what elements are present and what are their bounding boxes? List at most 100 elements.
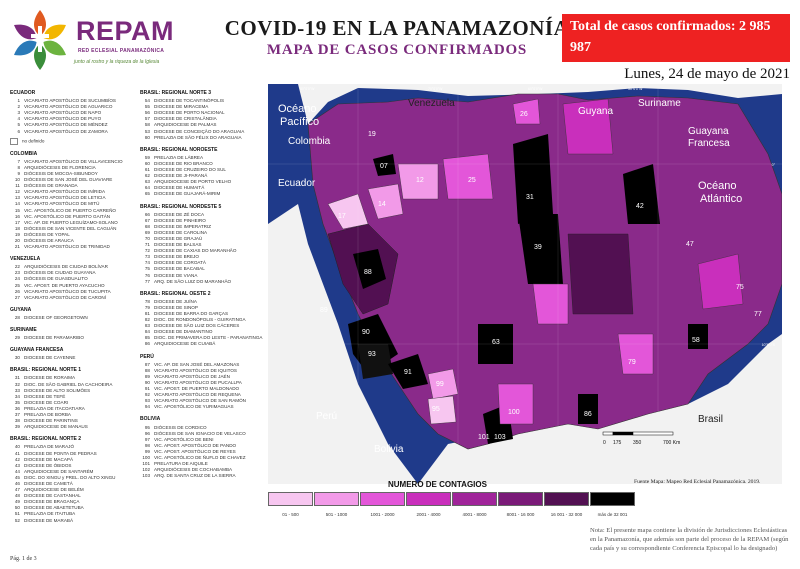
region-number-label: 93 bbox=[368, 351, 376, 358]
item-label: DIOCESE DE IMPERATRIZ bbox=[154, 223, 212, 229]
item-label: VICARIATO APOSTÓLICO DE ZAMORA bbox=[24, 128, 108, 134]
item-number: 21 bbox=[14, 244, 20, 250]
item-number: 103 bbox=[142, 473, 150, 479]
item-label: DIOCESE DE CAMETÁ bbox=[24, 480, 73, 486]
district-dark-center bbox=[567, 233, 634, 315]
item-label: DIOCESE DE ALTO SOLIMÕES bbox=[24, 387, 91, 393]
list-item: 90 VICARIATO APOSTÓLICO DE PUCALLPA bbox=[140, 380, 262, 386]
list-item: 86 ARQUIDIOCESE DE CUIABÁ bbox=[140, 341, 262, 347]
district-light-east bbox=[532, 283, 569, 325]
list-item: 7 VICARIATO APOSTÓLICO DE VILLAVICENCIO bbox=[10, 159, 135, 165]
legend-label: 501 - 1000 bbox=[325, 512, 348, 517]
item-number: 15 bbox=[14, 207, 20, 213]
scale-label: 350 bbox=[633, 440, 642, 446]
item-label: DIOCESE DE CRUZEIRO DO SUL bbox=[154, 167, 226, 173]
item-label: DIÓCESIS DE YOPAL bbox=[24, 231, 70, 237]
list-item: 94 VIC. APOSTÓLICO DE YURIMAGUAS bbox=[140, 404, 262, 410]
list-item: 36 PRELAZIA DE ITACOATIARA bbox=[10, 406, 135, 412]
item-number: 63 bbox=[144, 179, 150, 185]
item-label: PRELAZIA DE BORBA bbox=[24, 412, 71, 418]
list-item: 37 PRELAZIA DE BORBA bbox=[10, 412, 135, 418]
list-item: 5 VICARIATO APOSTÓLICO DE MÉNDEZ bbox=[10, 122, 135, 128]
item-label: DIOCESE DE MACAPÁ bbox=[24, 456, 74, 462]
item-label: VIC. APOST. DE PUERTO MALDONADO bbox=[154, 386, 240, 392]
item-number: 49 bbox=[14, 499, 20, 505]
item-number: 6 bbox=[17, 128, 20, 134]
item-number: 60 bbox=[144, 160, 150, 166]
region-number-label: 77 bbox=[754, 311, 762, 318]
item-number: 45 bbox=[14, 474, 20, 480]
item-label: DIOCESE DE GUAJARÁ-MIRIM bbox=[154, 191, 221, 197]
list-item: 45 DIOC. DO XINGU y PREL. DO ALTO XINGU bbox=[10, 475, 135, 481]
item-number: 78 bbox=[144, 298, 150, 304]
item-number: 79 bbox=[144, 304, 150, 310]
brand-name: REPAM bbox=[76, 16, 175, 46]
item-number: 73 bbox=[144, 254, 150, 260]
item-label: DIOCESE DE PINHEIRO bbox=[154, 217, 206, 223]
map-source: Fuente Mapa: Mapeo Red Eclesial Panamazó… bbox=[634, 479, 761, 485]
list-item: 18 DIÓCESIS DE SAN VICENTE DEL CAGUÁN bbox=[10, 226, 135, 232]
country-label: Suriname bbox=[638, 98, 681, 109]
list-item: 103 ARQ. DE SANTA CRUZ DE LA SIERRA bbox=[140, 473, 262, 479]
item-number: 14 bbox=[14, 201, 20, 207]
item-label: DIOCESE DE ABAETETUBA bbox=[24, 505, 84, 511]
graticule bbox=[268, 84, 782, 484]
region-number-label: 90 bbox=[362, 329, 370, 336]
item-label: PRELAZIA DE SÃO FÉLIX DO ARAGUAIA bbox=[154, 134, 242, 140]
legend-swatch bbox=[406, 492, 451, 506]
list-item: 68 DIOCESE DE IMPERATRIZ bbox=[140, 224, 262, 230]
section-header: VENEZUELA bbox=[10, 256, 41, 263]
item-number: 16 bbox=[14, 213, 20, 219]
graticule-label: 10°0'0"S bbox=[762, 343, 776, 347]
item-number: 37 bbox=[14, 412, 20, 418]
list-item: 4 VICARIATO APOSTÓLICO DE PUYO bbox=[10, 116, 135, 122]
item-number: 57 bbox=[144, 116, 150, 122]
item-number: 55 bbox=[144, 104, 150, 110]
item-label: PRELAZIA DE ITAITUBA bbox=[24, 511, 76, 517]
item-label: ARQ. DE SÃO LUIZ DO MARANHÃO bbox=[154, 278, 232, 284]
list-item: 95 DIÓCESIS DE CORDICO bbox=[140, 425, 262, 431]
item-number: 71 bbox=[144, 242, 150, 248]
item-number: 4 bbox=[17, 116, 20, 122]
list-item: 48 DIOCESE DE CASTANHAL bbox=[10, 493, 135, 499]
region-number-label: 91 bbox=[404, 369, 412, 376]
list-item: 101 PRELATURA DE AIQUILE bbox=[140, 461, 262, 467]
list-item: 41 DIOCESE DE PONTA DE PEDRAS bbox=[10, 451, 135, 457]
list-item: 24 DIÓCESIS DE GUASDUALITO bbox=[10, 276, 135, 282]
list-item: 74 DIOCESE DE COROATÁ bbox=[140, 260, 262, 266]
scale-segment bbox=[632, 431, 674, 436]
list-item: 56 DIOCESE DE PORTO NACIONAL bbox=[140, 110, 262, 116]
legend-title: NUMERO DE CONTAGIOS bbox=[388, 480, 487, 489]
district-light-se bbox=[617, 333, 654, 375]
item-label: DIÓCESIS DE ARAUCA bbox=[24, 237, 74, 243]
item-label: DIOCESE DE ÓBIDOS bbox=[24, 462, 72, 468]
item-label: VICARIATO APOSTÓLICO DE NAPO bbox=[24, 110, 102, 116]
item-number: 25 bbox=[14, 282, 20, 288]
item-label: DIOCESE DE ZÉ DOCA bbox=[154, 211, 205, 217]
item-number: 17 bbox=[14, 219, 20, 225]
district-black-07 bbox=[373, 154, 396, 176]
item-label: DIOCESE DE SÃO LUIZ DOS CÁCERES bbox=[154, 323, 240, 329]
section-header: BRASIL: REGIONAL NORDESTE 5 bbox=[140, 203, 222, 210]
item-number: 95 bbox=[144, 424, 150, 430]
scale-label: 175 bbox=[613, 440, 622, 446]
section-header: BRASIL: REGIONAL NOROESTE bbox=[140, 146, 218, 153]
legend-bin: 01 - 500 bbox=[268, 492, 313, 517]
list-item: 19 DIÓCESIS DE YOPAL bbox=[10, 232, 135, 238]
item-number: 93 bbox=[144, 398, 150, 404]
item-label: DIOCESE DE CAROLINA bbox=[154, 229, 208, 235]
region-number-label: 88 bbox=[364, 269, 372, 276]
item-number: 9 bbox=[17, 170, 20, 176]
list-item: 43 DIOCESE DE ÓBIDOS bbox=[10, 463, 135, 469]
item-label: PRELATURA DE AIQUILE bbox=[154, 461, 208, 467]
item-label: DIÓCESIS DE GUASDUALITO bbox=[24, 276, 88, 282]
legend: NUMERO DE CONTAGIOS 01 - 500 501 - 1000 10… bbox=[268, 480, 635, 520]
list-item: 72 DIOCESE DE CAXIAS DO MARANHÃO bbox=[140, 248, 262, 254]
list-item: 34 DIOCESE DE TEFÉ bbox=[10, 394, 135, 400]
item-number: 26 bbox=[14, 288, 20, 294]
list-item: 98 VIC. APOST. APOSTÓLICO DE PANDO bbox=[140, 443, 262, 449]
list-item: 25 VIC. APOST. DE PUERTO AYACUCHO bbox=[10, 283, 135, 289]
report-date: Lunes, 24 de mayo de 2021 bbox=[624, 66, 790, 82]
district-black-88 bbox=[353, 249, 386, 289]
